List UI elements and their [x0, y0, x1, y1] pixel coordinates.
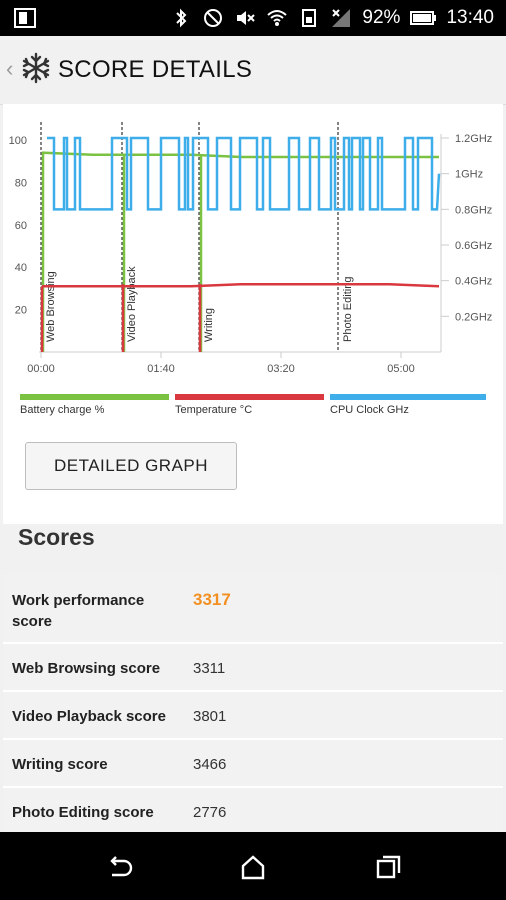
y-left-tick-label: 60 — [15, 220, 27, 232]
score-name: Photo Editing score — [12, 804, 154, 821]
score-name-line1: Work performance — [12, 592, 145, 609]
wifi-icon — [267, 10, 288, 26]
recent-apps-icon[interactable] — [374, 852, 404, 882]
performance-chart: 100 80 60 40 20 1.2GHz 1GHz 0.8GHz 0.6GHz 0.4GHz… — [9, 122, 492, 375]
segment-marker-label: Photo Editing — [342, 277, 354, 342]
legend-battery: Battery charge % — [20, 394, 169, 424]
score-value: 3317 — [193, 590, 231, 609]
battery-icon — [410, 11, 437, 25]
cpu-series-line — [47, 136, 441, 211]
x-tick-label: 01:40 — [147, 363, 175, 375]
clock-time: 13:40 — [446, 7, 494, 28]
back-chevron-icon[interactable]: ‹ — [6, 56, 14, 81]
temperature-series-line — [40, 282, 440, 352]
y-left-tick-label: 40 — [15, 262, 27, 274]
score-name: Writing score — [12, 756, 108, 773]
score-name: Video Playback score — [12, 708, 166, 725]
score-name: Web Browsing score — [12, 660, 161, 677]
y-right-tick-label: 1GHz — [455, 169, 483, 181]
bluetooth-icon — [176, 8, 187, 28]
legend-temperature-swatch — [175, 394, 324, 400]
score-row-photo-editing: Photo Editing score 2776 — [3, 788, 503, 832]
battery-percent: 92% — [362, 7, 401, 28]
legend-cpu-swatch — [330, 394, 486, 400]
legend-cpu-label: CPU Clock GHz — [330, 404, 409, 416]
score-name: Work performance score — [12, 590, 144, 632]
action-bar: ‹ SCORE DETAILS — [0, 36, 506, 105]
legend-temperature-label: Temperature °C — [175, 404, 253, 416]
scores-heading: Scores — [18, 524, 95, 550]
score-row-web-browsing: Web Browsing score 3311 — [3, 644, 503, 692]
chart-card: 100 80 60 40 20 1.2GHz 1GHz 0.8GHz 0.6GHz 0.4GHz… — [3, 104, 503, 524]
score-row-writing: Writing score 3466 — [3, 740, 503, 788]
segment-marker-label: Writing — [203, 308, 215, 342]
y-right-tick-label: 1.2GHz — [455, 133, 492, 145]
status-bar: 92% 13:40 — [0, 0, 506, 36]
x-tick-label: 03:20 — [267, 363, 295, 375]
screen-mirror-icon — [14, 8, 36, 28]
battery-series-line — [41, 151, 439, 352]
do-not-disturb-icon — [204, 9, 223, 27]
y-left-tick-label: 20 — [15, 305, 27, 317]
navigation-bar — [0, 832, 506, 900]
segment-marker-label: Video Playback — [126, 266, 138, 342]
score-value: 2776 — [193, 804, 227, 821]
score-value: 3466 — [193, 756, 227, 773]
score-row-video-playback: Video Playback score 3801 — [3, 692, 503, 740]
y-right-tick-label: 0.6GHz — [455, 240, 492, 252]
detailed-graph-button[interactable]: DETAILED GRAPH — [25, 442, 237, 490]
snowflake-app-icon[interactable] — [20, 52, 52, 84]
legend-battery-swatch — [20, 394, 169, 400]
back-icon[interactable] — [104, 852, 134, 882]
sim-icon — [302, 9, 317, 27]
legend-temperature: Temperature °C — [175, 394, 324, 424]
home-icon[interactable] — [238, 852, 268, 882]
y-right-tick-label: 0.4GHz — [455, 276, 492, 288]
page-title: SCORE DETAILS — [58, 56, 253, 83]
y-left-tick-label: 80 — [15, 177, 27, 189]
y-right-tick-label: 0.2GHz — [455, 311, 492, 323]
scores-table: Work performance score 3317 Web Browsing… — [3, 574, 503, 832]
mute-icon — [237, 11, 256, 25]
y-right-tick-label: 0.8GHz — [455, 204, 492, 216]
x-tick-label: 00:00 — [27, 363, 55, 375]
x-tick-label: 05:00 — [387, 363, 415, 375]
segment-marker-label: Web Browsing — [45, 271, 57, 342]
score-value: 3801 — [193, 708, 227, 725]
score-value: 3311 — [193, 660, 226, 677]
score-row-work-performance: Work performance score 3317 — [3, 574, 503, 644]
score-name-line2: score — [12, 613, 53, 630]
legend-battery-label: Battery charge % — [20, 404, 105, 416]
y-left-tick-label: 100 — [9, 135, 27, 147]
content-scroll[interactable]: 100 80 60 40 20 1.2GHz 1GHz 0.8GHz 0.6GHz 0.4GHz… — [0, 104, 506, 832]
legend-cpu: CPU Clock GHz — [330, 394, 486, 424]
signal-icon — [332, 9, 351, 27]
